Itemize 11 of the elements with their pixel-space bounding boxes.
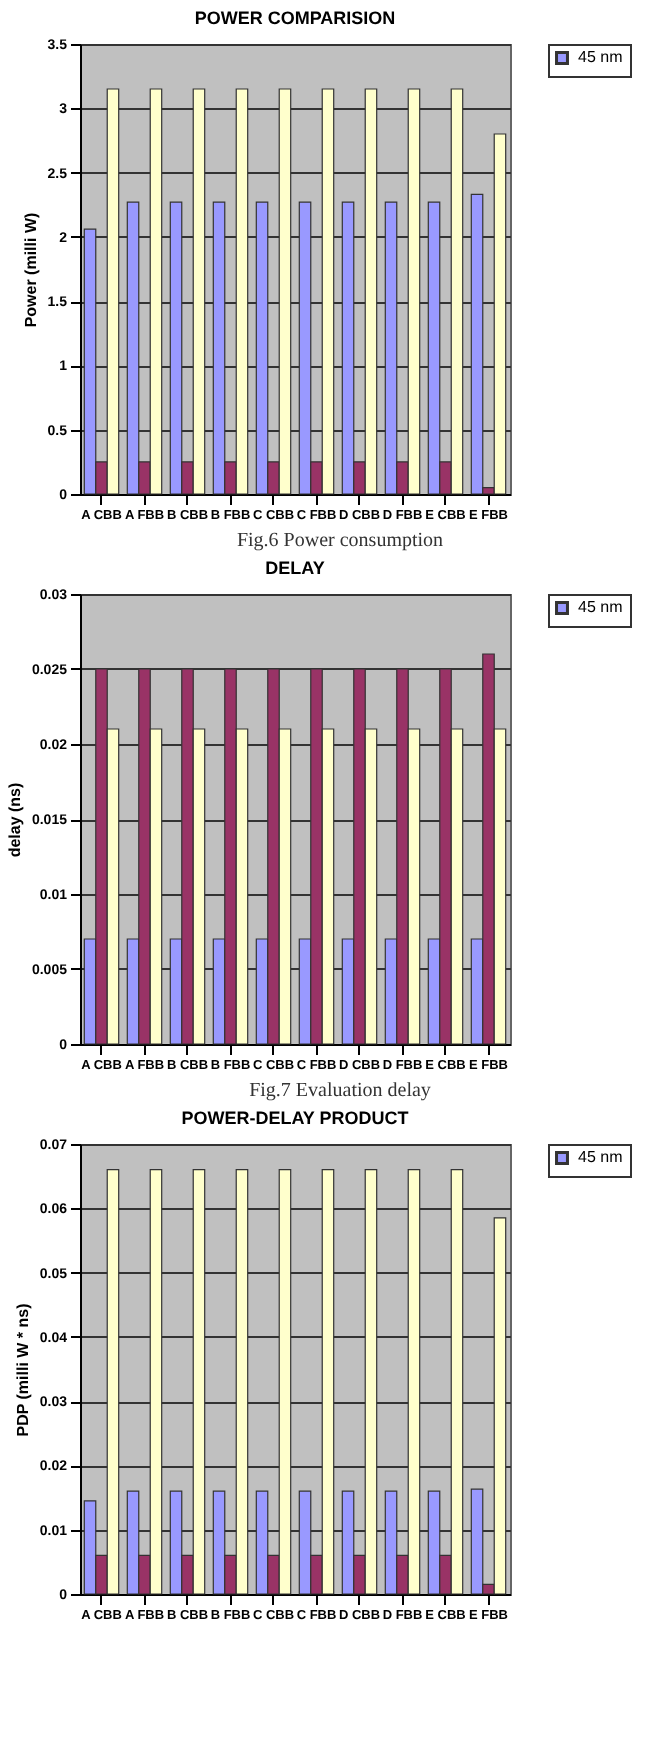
- chart-title: DELAY: [265, 558, 325, 578]
- y-axis-title: Power (milli W): [21, 212, 40, 328]
- legend-label: 45 nm: [578, 48, 624, 66]
- caption: Fig.6 Power consumption: [236, 530, 444, 552]
- legend-label: 45 nm: [578, 1148, 624, 1166]
- chart-title: POWER-DELAY PRODUCT: [181, 1108, 410, 1128]
- y-axis-title: PDP (milli W * ns): [13, 1302, 32, 1437]
- y-axis-title: delay (ns): [5, 781, 24, 858]
- chart-title: POWER COMPARISION: [194, 8, 396, 28]
- caption: Fig.7 Evaluation delay: [249, 1080, 431, 1102]
- legend-label: 45 nm: [578, 598, 624, 616]
